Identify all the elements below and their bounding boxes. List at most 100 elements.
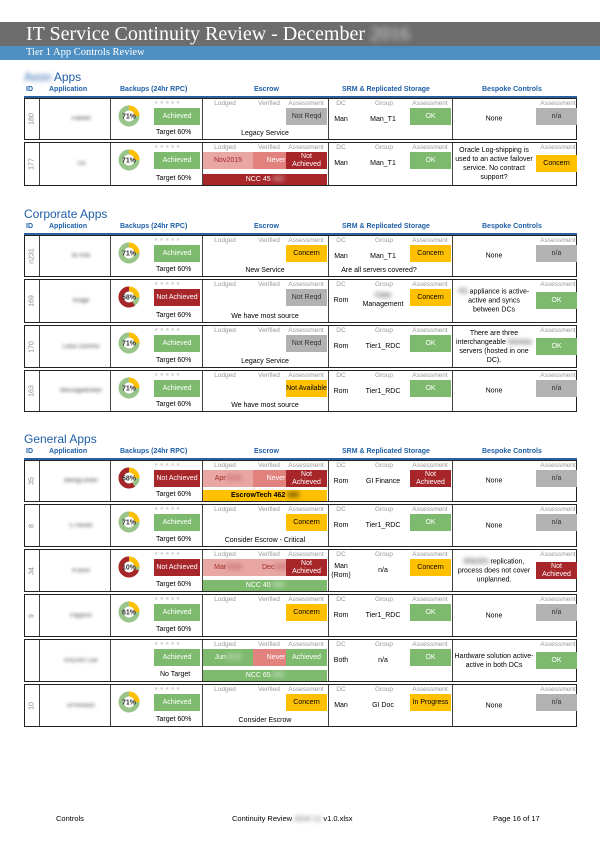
row-id: 163: [28, 385, 36, 397]
escrow-verified-label: Verified: [258, 686, 280, 693]
bespoke-text-blurred: Domino: [507, 338, 532, 346]
srm-assessment-label: Assessment: [412, 462, 448, 469]
escrow-assessment: Concern: [286, 245, 327, 262]
escrow-note-blurred: 000: [272, 175, 285, 183]
srm-group: Tier1_RDC: [365, 612, 401, 619]
donut-segment: [118, 511, 140, 533]
section-title: Corporate Apps: [24, 207, 107, 221]
escrow-lodged-label: Lodged: [214, 686, 236, 693]
bespoke-text-start: There are three interchangeable: [456, 329, 519, 346]
row-id: 9: [28, 613, 36, 618]
backup-target: Target 60%: [156, 129, 192, 136]
srm-dc: Man: [334, 160, 348, 167]
srm-assessment: OK: [410, 649, 451, 666]
backup-status: Achieved: [154, 245, 200, 262]
table-row: 177 TIA 71% ★★★★★ Achieved Target 60% Lodged Ve…: [24, 142, 577, 186]
header-backups: Backups (24hr RPC): [120, 86, 188, 93]
escrow-lodged-label: Lodged: [214, 506, 236, 513]
backup-donut: 58%: [118, 286, 140, 308]
srm-group-label: Group: [374, 237, 394, 244]
backup-status: Achieved: [154, 604, 200, 621]
srm-assessment: In Progress: [410, 694, 451, 711]
donut-value: 71%: [122, 114, 137, 121]
backup-target: Target 60%: [156, 626, 192, 633]
escrow-note: EscrowTech 462 000: [203, 490, 327, 501]
column-divider: [452, 595, 453, 636]
srm-dc: Man: [334, 253, 348, 260]
escrow-note: NCC 65 000: [203, 670, 327, 681]
bespoke-text: There are three interchangeable Domino s…: [454, 329, 534, 365]
backup-status: Achieved: [154, 152, 200, 169]
title-bar: IT Service Continuity Review - December …: [0, 22, 600, 46]
backup-target: Target 60%: [156, 491, 192, 498]
backup-donut: 71%: [118, 332, 140, 354]
escrow-assessment: Not Reqd: [286, 289, 327, 306]
escrow-lodged-label: Lodged: [214, 596, 236, 603]
donut-value: 71%: [122, 341, 137, 348]
donut-segment: [118, 105, 140, 127]
column-divider: [452, 461, 453, 501]
srm-assessment-label: Assessment: [412, 100, 448, 107]
srm-assessment-label: Assessment: [412, 144, 448, 151]
bespoke-text: None: [485, 522, 503, 529]
header-escrow: Escrow: [254, 223, 279, 230]
table-header: ID Application Backups (24hr RPC) Escrow SRM…: [24, 222, 577, 234]
column-divider: [110, 280, 111, 322]
srm-assessment: OK: [410, 335, 451, 352]
column-divider: [328, 461, 329, 501]
escrow-verified-label: Verified: [258, 506, 280, 513]
srm-dc: Rom: [333, 343, 349, 350]
table-row: 170 Lotus Domino 71% ★★★★★ Achieved Target 60…: [24, 325, 577, 368]
escrow-lodged: Nov 2015: [203, 152, 253, 169]
column-divider: [39, 280, 40, 322]
section-title-prefix: Avon: [24, 70, 52, 84]
escrow-verified-label: Verified: [258, 144, 280, 151]
row-id: 169: [28, 295, 36, 307]
header-backups: Backups (24hr RPC): [120, 448, 188, 455]
srm-assessment: OK: [410, 108, 451, 125]
backup-status: Achieved: [154, 514, 200, 531]
srm-group: GI Doc: [372, 702, 394, 709]
column-divider: [452, 99, 453, 139]
column-divider: [452, 280, 453, 322]
escrow-lodged-label: Lodged: [214, 237, 236, 244]
srm-group: Man_T1: [370, 253, 396, 260]
column-divider: [328, 371, 329, 411]
donut-segment: [118, 467, 140, 489]
column-divider: [110, 505, 111, 546]
row-id: 8: [28, 523, 36, 528]
rating-stars: ★★★★★: [154, 144, 182, 150]
column-divider: [452, 326, 453, 367]
header-id: ID: [26, 448, 33, 455]
backup-target: Target 60%: [156, 536, 192, 543]
row-id: 177: [28, 158, 36, 170]
footer-center: Continuity Review 2016 12 v1.0.xlsx: [232, 814, 353, 823]
bespoke-assessment-label: Assessment: [540, 144, 576, 151]
bespoke-assessment: Not Achieved: [536, 562, 577, 579]
srm-assessment-label: Assessment: [412, 506, 448, 513]
escrow-lodged-label: Lodged: [214, 551, 236, 558]
row-id: n231: [28, 248, 36, 264]
column-divider: [452, 685, 453, 726]
escrow-note: Legacy Service: [241, 357, 289, 365]
backup-status: Not Achieved: [154, 470, 200, 487]
donut-segment: [118, 377, 140, 399]
srm-group: Man_T1: [370, 160, 396, 167]
header-backups: Backups (24hr RPC): [120, 223, 188, 230]
rating-stars: ★★★★★: [154, 506, 182, 512]
srm-dc-label: DC: [336, 144, 346, 151]
escrow-verified-label: Verified: [258, 281, 280, 288]
header-rule: [24, 458, 577, 460]
title-year: 2016: [369, 23, 410, 45]
table-row: 35 BillingCenter 58% ★★★★★ Not Achieved Targe…: [24, 460, 577, 502]
column-divider: [202, 595, 203, 636]
escrow-note: We have most source: [231, 312, 299, 320]
bespoke-assessment: n/a: [536, 108, 577, 125]
column-divider: [452, 640, 453, 681]
column-divider: [452, 505, 453, 546]
escrow-note-blurred: 000: [272, 671, 285, 679]
bespoke-assessment: OK: [536, 292, 577, 309]
header-bespoke: Bespoke Controls: [482, 448, 542, 455]
srm-assessment: OK: [410, 152, 451, 169]
escrow-assessment-label: Assessment: [288, 237, 324, 244]
